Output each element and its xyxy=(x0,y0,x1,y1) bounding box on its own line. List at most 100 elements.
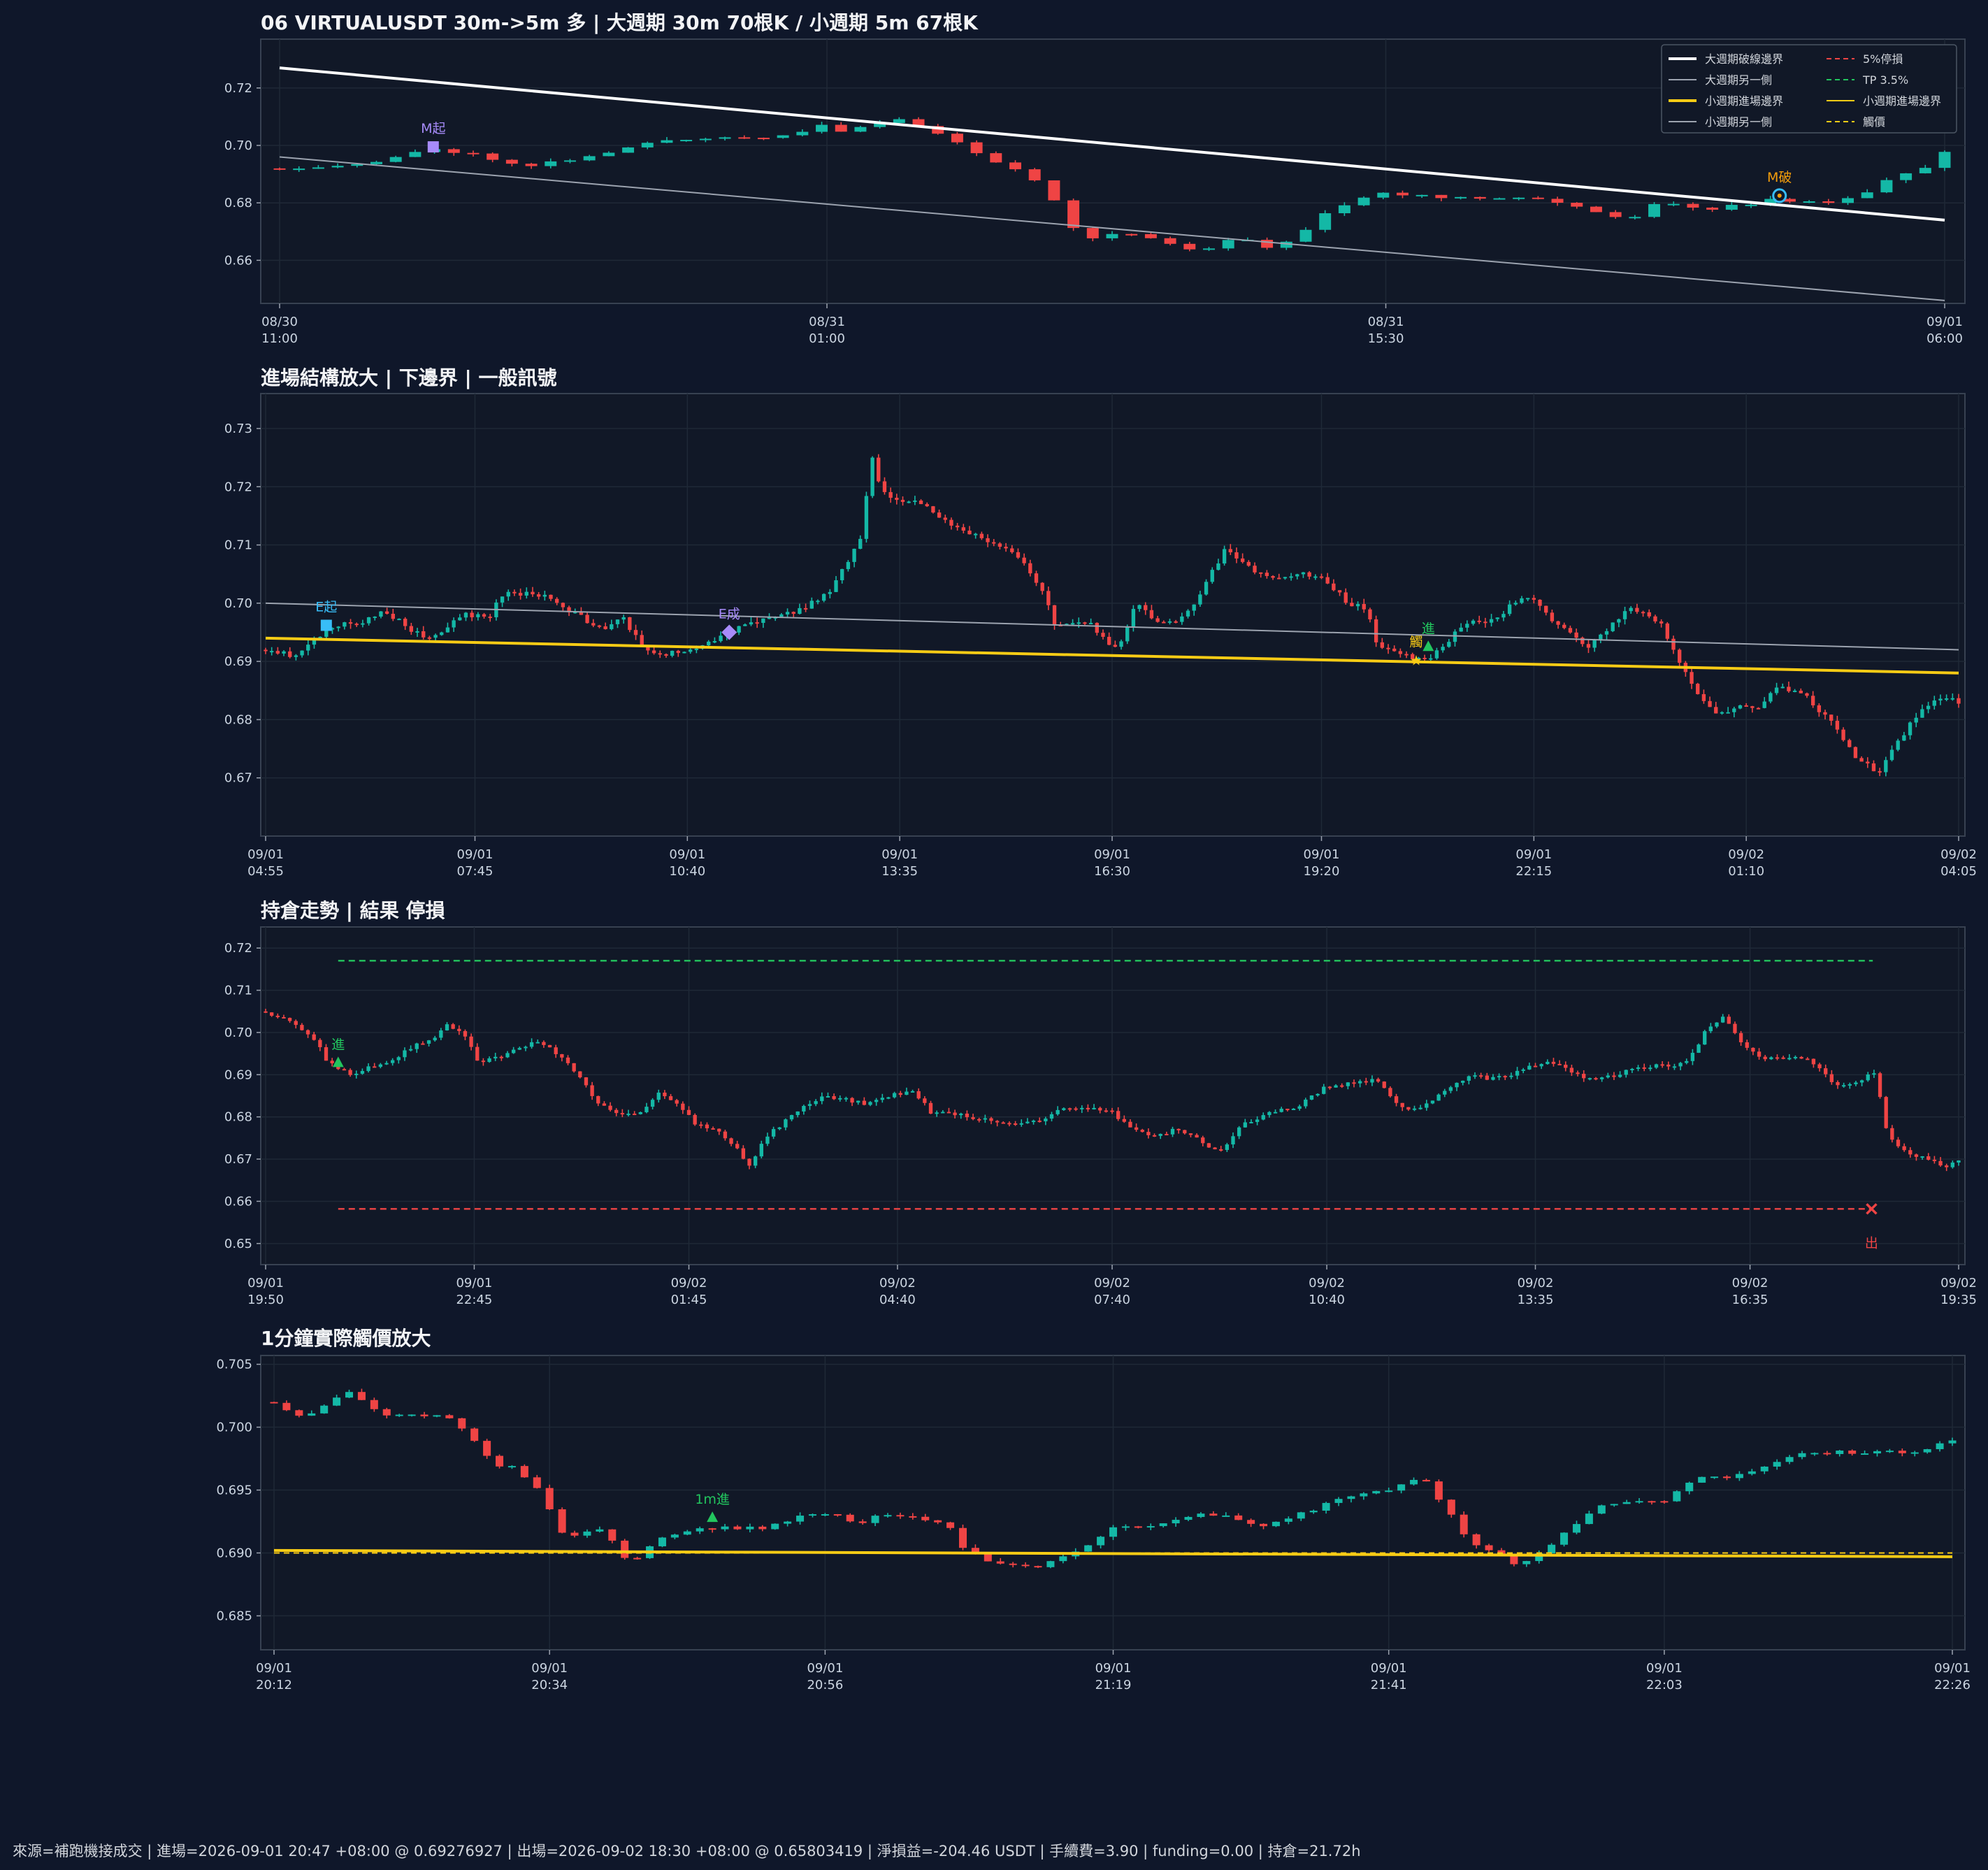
candle xyxy=(467,150,480,157)
candle xyxy=(1237,1125,1241,1139)
x-tick-label: 09/01 xyxy=(456,1276,492,1290)
candle xyxy=(1259,572,1263,578)
candle xyxy=(1299,226,1312,243)
candle xyxy=(784,1520,792,1527)
candle xyxy=(1144,602,1148,615)
candle xyxy=(1532,594,1536,604)
candle xyxy=(614,1108,619,1116)
candle xyxy=(1585,1511,1593,1525)
candle xyxy=(1297,1105,1302,1111)
candle xyxy=(610,619,614,631)
candle xyxy=(602,1101,607,1106)
candle xyxy=(1210,567,1214,584)
candle xyxy=(1847,1082,1852,1089)
candle xyxy=(505,1051,510,1058)
candle xyxy=(1763,1055,1767,1062)
candle xyxy=(910,1089,915,1093)
candle xyxy=(1455,1082,1459,1091)
candle xyxy=(1653,614,1657,624)
candle xyxy=(668,1093,673,1101)
candle xyxy=(1180,612,1184,625)
candle xyxy=(287,1017,292,1023)
candle xyxy=(746,1523,754,1533)
candle xyxy=(1774,682,1779,696)
candle xyxy=(835,122,847,132)
legend-entry: 大週期破線邊界 xyxy=(1705,52,1783,66)
y-tick-label: 0.71 xyxy=(224,538,252,553)
candle xyxy=(1787,1053,1792,1060)
candle xyxy=(1847,738,1852,748)
candle xyxy=(796,129,809,137)
candle xyxy=(1923,1448,1931,1454)
candle xyxy=(1370,1075,1374,1086)
candle xyxy=(1352,1079,1356,1088)
candle xyxy=(1377,192,1390,199)
candle xyxy=(433,633,438,642)
signal-marker: E成 xyxy=(719,606,740,640)
candle xyxy=(1756,707,1761,710)
candle xyxy=(1841,727,1845,742)
candle xyxy=(529,1038,534,1049)
candle xyxy=(1648,202,1661,219)
x-tick-label: 08/31 xyxy=(809,315,845,329)
chart-title: 進場結構放大 | 下邊界 | 一般訊號 xyxy=(261,366,556,389)
candle xyxy=(1948,1437,1957,1446)
candle xyxy=(1249,1119,1253,1123)
x-tick-label: 09/01 xyxy=(531,1661,568,1676)
candle xyxy=(1309,1095,1314,1100)
candle xyxy=(1732,707,1736,718)
candle xyxy=(1757,1048,1762,1060)
x-tick-label: 07:40 xyxy=(1094,1293,1130,1307)
candle xyxy=(1546,1059,1550,1065)
candle xyxy=(293,166,305,172)
candle xyxy=(1910,1451,1919,1457)
candle xyxy=(1472,1533,1481,1549)
candle xyxy=(1459,623,1463,632)
candle xyxy=(1527,1063,1532,1070)
candle xyxy=(1896,738,1900,751)
x-tick-label: 13:35 xyxy=(881,864,918,879)
candle xyxy=(1773,1459,1781,1470)
candle xyxy=(1271,575,1275,580)
y-tick-label: 0.71 xyxy=(224,984,252,998)
x-tick-label: 09/01 xyxy=(669,847,705,862)
x-tick-label: 09/01 xyxy=(247,847,284,862)
candle xyxy=(777,1127,781,1130)
candle xyxy=(1576,1070,1580,1077)
candle xyxy=(343,621,347,630)
candle xyxy=(798,603,802,614)
candle xyxy=(1859,1079,1864,1086)
marker-label: M破 xyxy=(1767,170,1792,185)
y-tick-label: 0.66 xyxy=(224,1194,252,1209)
candle xyxy=(1568,625,1573,634)
candle xyxy=(796,1512,805,1525)
marker-label: 1m進 xyxy=(695,1492,730,1507)
candle xyxy=(1647,609,1651,619)
candle xyxy=(475,1043,480,1061)
y-tick-label: 0.72 xyxy=(224,480,252,494)
candle xyxy=(1550,609,1555,624)
y-tick-label: 0.700 xyxy=(216,1421,252,1435)
candle xyxy=(1473,1072,1477,1079)
x-tick-label: 09/01 xyxy=(247,1276,284,1290)
candle xyxy=(318,1038,322,1051)
candle xyxy=(1004,542,1008,552)
candle xyxy=(1412,1105,1417,1112)
candle xyxy=(854,125,867,133)
candle xyxy=(696,1526,704,1534)
candle xyxy=(1080,1105,1084,1114)
candle xyxy=(524,1045,528,1051)
candle xyxy=(1301,572,1306,578)
candle xyxy=(1125,233,1138,236)
candle xyxy=(949,517,953,530)
candle xyxy=(682,651,686,654)
candle xyxy=(463,1029,468,1040)
candle xyxy=(517,1047,521,1051)
candle xyxy=(487,152,499,163)
y-tick-label: 0.69 xyxy=(224,654,252,669)
candle xyxy=(357,1388,366,1400)
candle xyxy=(1503,1075,1507,1081)
candle xyxy=(955,523,960,531)
candle xyxy=(275,1013,280,1019)
